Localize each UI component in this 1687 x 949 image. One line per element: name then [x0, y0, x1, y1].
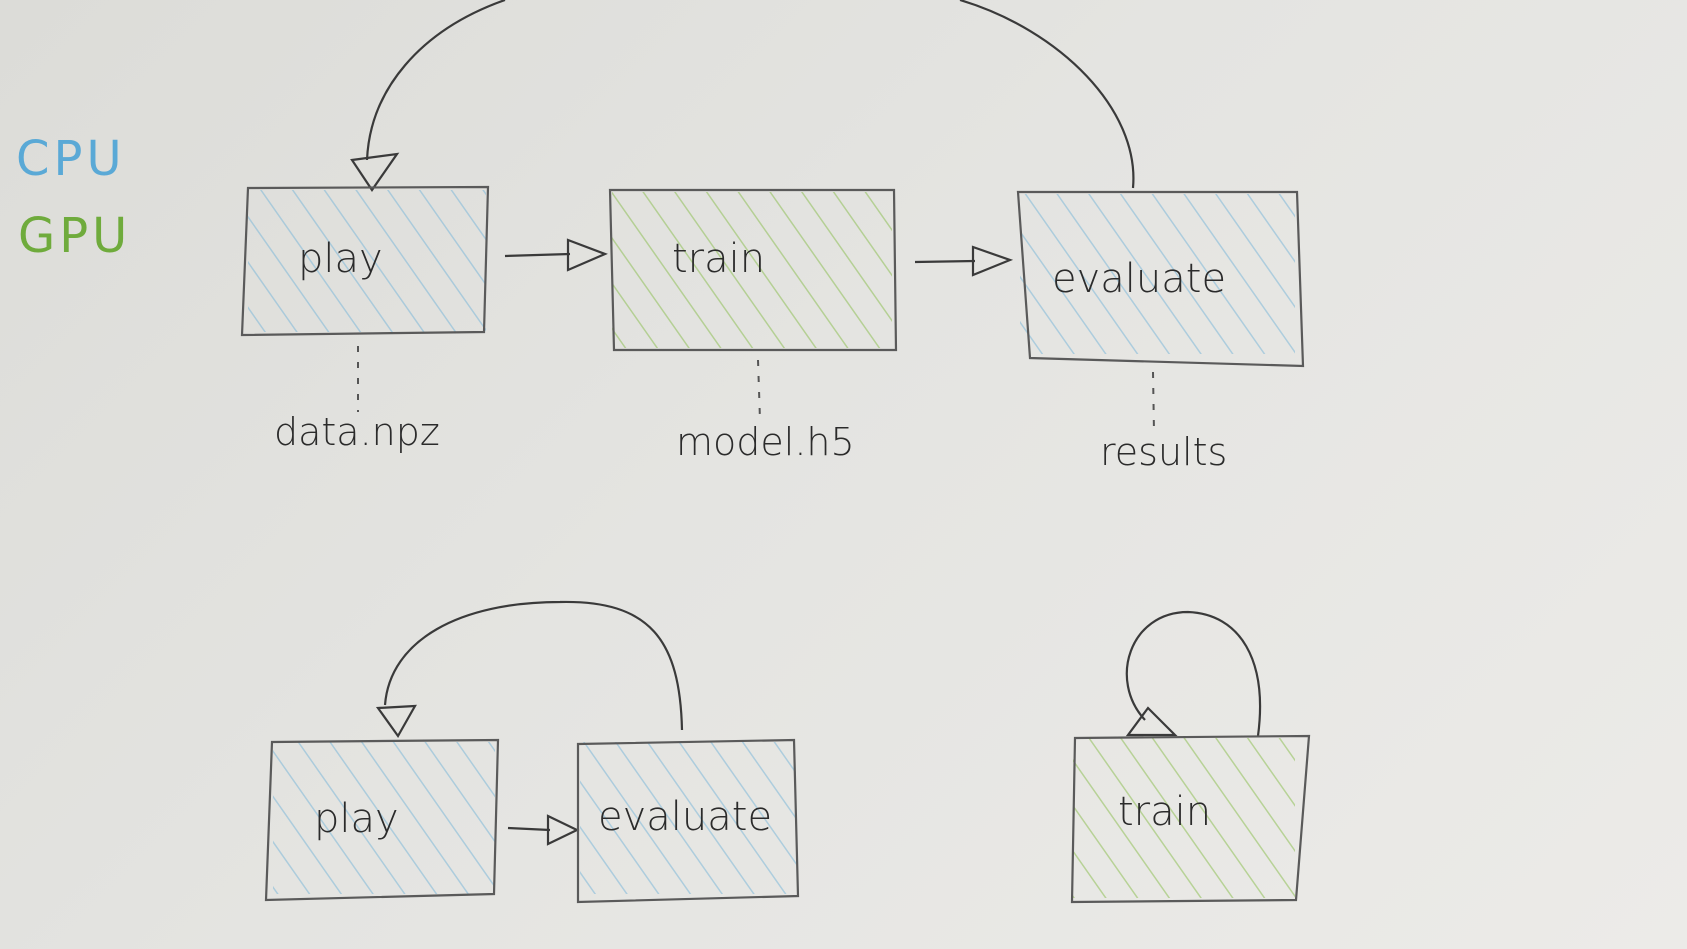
- arrowhead-play-to-evaluate-bottom: [546, 814, 580, 846]
- legend-cpu: CPU: [16, 131, 126, 187]
- box-play-bottom: play: [264, 738, 500, 902]
- box-evaluate-top: evaluate: [1016, 190, 1305, 368]
- box-play-top: play: [240, 185, 490, 337]
- arrow-train-to-evaluate: [914, 259, 976, 264]
- arrow-play-to-train: [504, 252, 571, 258]
- dash-train-output: [757, 359, 761, 421]
- output-model-h5: model.h5: [676, 420, 855, 464]
- dash-evaluate-output: [1152, 371, 1155, 433]
- output-results: results: [1100, 430, 1227, 474]
- loop-arrowhead-top: [350, 152, 400, 192]
- box-evaluate-bottom-label: evaluate: [598, 794, 772, 840]
- box-train-bottom: train: [1070, 734, 1311, 904]
- legend-gpu: GPU: [18, 208, 131, 264]
- box-evaluate-top-label: evaluate: [1052, 256, 1226, 302]
- box-train-top: train: [608, 188, 898, 352]
- box-play-bottom-label: play: [314, 796, 399, 842]
- loop-arrow-evaluate-to-play-bottom: [383, 600, 684, 731]
- box-evaluate-bottom: evaluate: [576, 738, 800, 904]
- loop-arrowhead-train-self: [1125, 706, 1178, 737]
- arrowhead-train-to-evaluate: [971, 245, 1014, 277]
- arrowhead-play-to-train: [566, 238, 608, 272]
- box-train-top-label: train: [672, 236, 765, 282]
- output-data-npz: data.npz: [274, 410, 440, 454]
- loop-arrowhead-bottom-left: [375, 704, 417, 739]
- loop-arrow-evaluate-to-play: [365, 0, 1135, 189]
- box-play-top-label: play: [298, 236, 383, 282]
- arrow-play-to-evaluate-bottom: [507, 826, 551, 832]
- box-train-bottom-label: train: [1118, 789, 1211, 835]
- loop-arrow-train-self: [1125, 610, 1262, 737]
